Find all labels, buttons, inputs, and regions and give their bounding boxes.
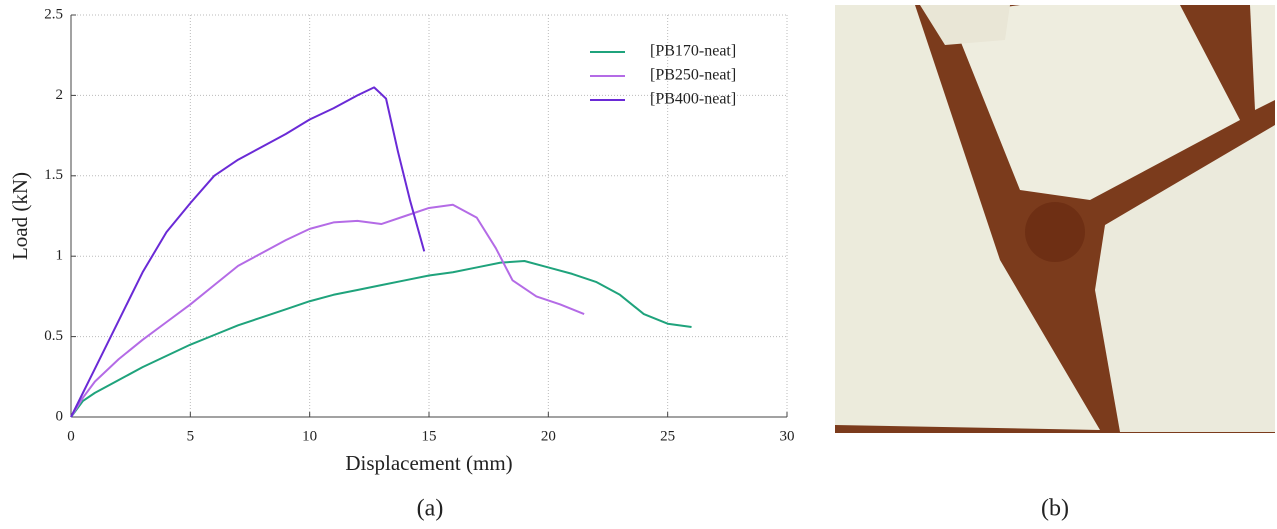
series-line [70,203,585,418]
x-tick-label: 10 [302,428,317,444]
x-tick-label: 25 [660,428,675,444]
panel-label: (b) [1041,496,1069,522]
y-tick-label: 2 [56,87,64,103]
panel-label: (a) [417,496,444,522]
x-tick-label: 0 [67,428,75,444]
x-axis-label: Displacement (mm) [345,451,512,475]
x-tick-label: 5 [187,428,195,444]
x-tick-label: 15 [422,428,437,444]
x-tick-label: 30 [780,428,795,444]
legend-label: [PB400-neat] [650,91,736,108]
series-line [70,260,692,418]
y-tick-label: 1 [56,248,64,264]
y-tick-label: 0 [56,408,64,424]
y-tick-label: 2.5 [44,6,63,22]
x-tick-label: 20 [541,428,556,444]
series-line [70,86,426,418]
y-tick-label: 1.5 [44,167,63,183]
legend-label: [PB250-neat] [650,67,736,84]
y-axis-label: Load (kN) [8,172,32,260]
legend-label: [PB170-neat] [650,43,736,60]
photo [835,5,1275,433]
y-tick-label: 0.5 [44,328,63,344]
